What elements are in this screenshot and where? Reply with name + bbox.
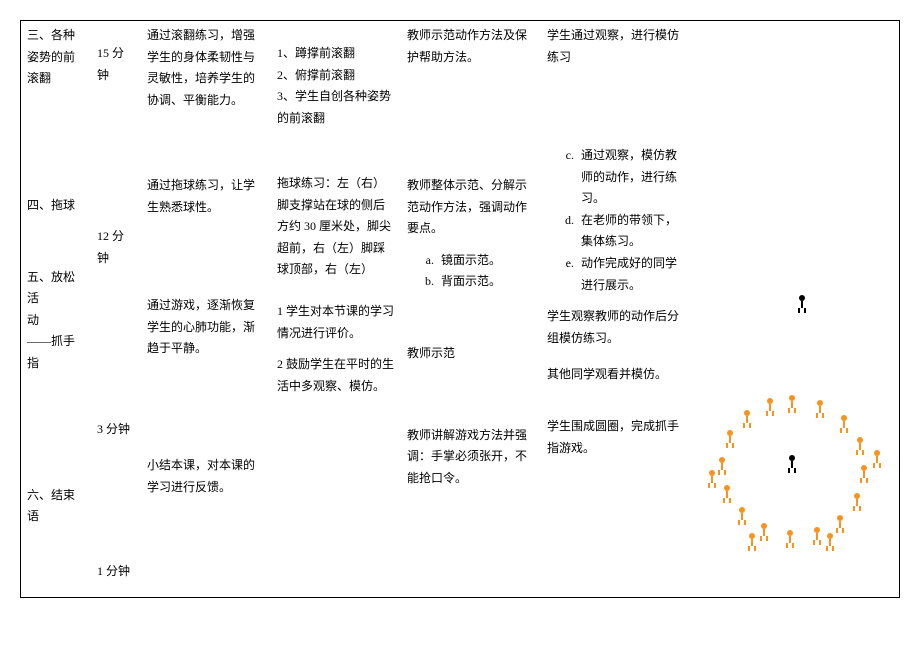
orange-person-icon [787,395,797,413]
section-4-title: 四、拖球 [27,195,85,217]
teacher-2-item: 背面示范。 [437,271,535,293]
student-2-item: 通过观察，模仿教师的动作，进行练习。 [577,145,685,210]
time-2: 12 分钟 [97,226,135,269]
teacher-2-list: 镜面示范。 背面示范。 [407,250,535,293]
orange-person-icon [872,450,882,468]
student-3a: 学生观察教师的动作后分组模仿练习。 [547,306,685,349]
orange-person-icon [815,400,825,418]
orange-person-icon [759,523,769,541]
orange-person-icon [707,470,717,488]
obj-3: 通过游戏，逐渐恢复学生的心肺功能，渐趋于平静。 [147,295,265,365]
content-2: 拖球练习：左（右）脚支撑站在球的侧后方约 30 厘米处，脚尖超前，右（左）脚踩球… [277,173,395,281]
black-person-icon [797,295,807,313]
student-2-item: 动作完成好的同学进行展示。 [577,253,685,296]
obj-1: 通过滚翻练习，增强学生的身体柔韧性与灵敏性，培养学生的协调、平衡能力。 [147,25,265,105]
orange-person-icon [717,457,727,475]
time-3: 3 分钟 [97,419,135,441]
teacher-1: 教师示范动作方法及保护帮助方法。 [407,25,535,75]
content-3a: 1 学生对本节课的学习情况进行评价。 [277,301,395,344]
orange-person-icon [839,415,849,433]
orange-person-icon [747,533,757,551]
student-1: 学生通过观察，进行模仿练习 [547,25,685,75]
student-2-list: 通过观察，模仿教师的动作，进行练习。 在老师的带领下，集体练习。 动作完成好的同… [547,145,685,296]
time-1: 15 分钟 [97,43,135,86]
student-3c: 学生围成圆圈，完成抓手指游戏。 [547,416,685,459]
teacher-2-item: 镜面示范。 [437,250,535,272]
orange-person-icon [765,398,775,416]
black-person-icon [787,455,797,473]
student-2-item: 在老师的带领下，集体练习。 [577,210,685,253]
section-3-title: 三、各种姿势的前滚翻 [27,25,85,85]
orange-person-icon [835,515,845,533]
col-teacher: 教师示范动作方法及保护帮助方法。 教师整体示范、分解示范动作方法，强调动作要点。… [401,21,541,597]
formation-diagram [697,25,897,565]
col-time: 15 分钟 12 分钟 3 分钟 1 分钟 [91,21,141,597]
section-6-title: 六、结束语 [27,485,85,528]
orange-person-icon [859,465,869,483]
time-4: 1 分钟 [97,561,135,583]
orange-person-icon [725,430,735,448]
obj-4: 小结本课，对本课的学习进行反馈。 [147,455,265,498]
obj-2: 通过拖球练习，让学生熟悉球性。 [147,175,265,225]
col-content: 1、蹲撑前滚翻 2、俯撑前滚翻 3、学生自创各种姿势的前滚翻 拖球练习：左（右）… [271,21,401,597]
content-3b: 2 鼓励学生在平时的生活中多观察、模仿。 [277,354,395,397]
orange-person-icon [722,485,732,503]
teacher-2: 教师整体示范、分解示范动作方法，强调动作要点。 [407,175,535,240]
col-diagram [691,21,899,597]
orange-person-icon [812,527,822,545]
lesson-plan-table: 三、各种姿势的前滚翻 四、拖球 五、放松活动——抓手指 六、结束语 15 分钟 … [20,20,900,598]
student-3b: 其他同学观看并模仿。 [547,364,685,386]
orange-person-icon [852,493,862,511]
content-1: 1、蹲撑前滚翻 2、俯撑前滚翻 3、学生自创各种姿势的前滚翻 [277,43,395,123]
col-student: 学生通过观察，进行模仿练习 通过观察，模仿教师的动作，进行练习。 在老师的带领下… [541,21,691,597]
teacher-3a: 教师示范 [407,343,535,365]
col-objective: 通过滚翻练习，增强学生的身体柔韧性与灵敏性，培养学生的协调、平衡能力。 通过拖球… [141,21,271,597]
orange-person-icon [785,530,795,548]
teacher-3b: 教师讲解游戏方法并强调：手掌必须张开，不能抢口令。 [407,425,535,490]
orange-person-icon [825,533,835,551]
orange-person-icon [742,410,752,428]
section-5-title: 五、放松活动——抓手指 [27,267,85,375]
orange-person-icon [737,507,747,525]
col-section: 三、各种姿势的前滚翻 四、拖球 五、放松活动——抓手指 六、结束语 [21,21,91,597]
orange-person-icon [855,437,865,455]
